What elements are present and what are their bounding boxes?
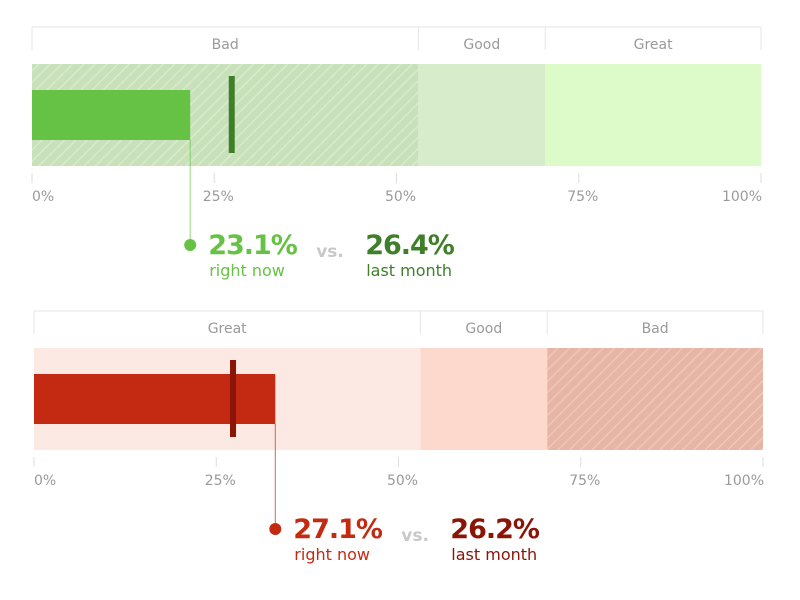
- current-label: right now: [209, 261, 285, 280]
- last-month-marker: [228, 76, 235, 153]
- previous-label: last month: [366, 261, 452, 280]
- range-label-great: Great: [208, 321, 247, 337]
- current-value-bar: [34, 374, 276, 424]
- range-band-bad: [547, 348, 763, 450]
- axis-tick-label: 25%: [205, 473, 236, 489]
- last-month-marker: [230, 360, 237, 437]
- axis-tick-label: 75%: [567, 189, 598, 205]
- vs-label: vs.: [316, 242, 344, 262]
- axis-tick-label: 50%: [387, 473, 418, 489]
- current-value-bar: [32, 90, 191, 140]
- axis-tick-label: 100%: [722, 189, 762, 205]
- previous-value: 26.4%: [365, 230, 455, 261]
- axis-tick-label: 0%: [32, 189, 54, 205]
- range-label-good: Good: [465, 321, 502, 337]
- current-value: 27.1%: [293, 514, 383, 545]
- axis-tick-label: 0%: [34, 473, 56, 489]
- range-label-good: Good: [463, 37, 500, 53]
- axis-tick-label: 50%: [385, 189, 416, 205]
- leader-dot: [269, 523, 282, 535]
- vs-label: vs.: [401, 526, 429, 546]
- previous-label: last month: [451, 545, 537, 564]
- leader-dot: [184, 239, 197, 251]
- range-band-good: [418, 64, 546, 166]
- axis-tick-label: 25%: [203, 189, 234, 205]
- current-label: right now: [294, 545, 370, 564]
- previous-value: 26.2%: [450, 514, 540, 545]
- range-label-bad: Bad: [212, 37, 239, 53]
- range-band-great: [545, 64, 761, 166]
- current-value: 23.1%: [208, 230, 298, 261]
- axis-tick-label: 75%: [569, 473, 600, 489]
- axis-tick-label: 100%: [724, 473, 764, 489]
- range-label-bad: Bad: [642, 321, 669, 337]
- range-band-good: [420, 348, 548, 450]
- range-label-great: Great: [634, 37, 673, 53]
